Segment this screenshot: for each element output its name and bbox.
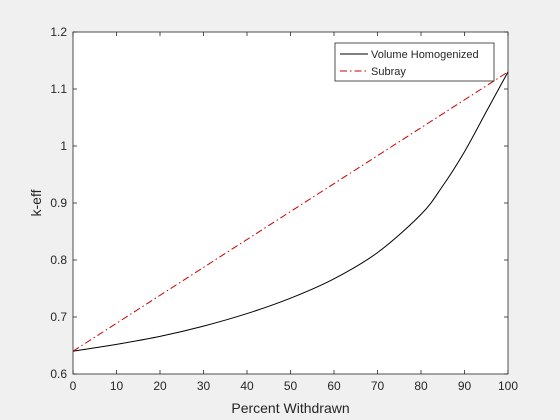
legend-label-volume-homogenized: Volume Homogenized [371,49,479,61]
x-axis-label: Percent Withdrawn [231,400,349,416]
y-tick-label: 0.7 [50,310,67,324]
y-axis-label: k-eff [28,189,44,216]
x-tick-label: 30 [197,379,211,393]
x-tick-label: 80 [414,379,428,393]
series-layer [72,71,509,352]
legend-label-subray: Subray [371,66,406,78]
legend: Volume Homogenized Subray [334,42,495,82]
x-tick-label: 100 [498,379,518,393]
y-tick-label: 1 [60,139,67,153]
y-tick-label: 1.2 [50,25,67,39]
ticks-layer: 0 10 20 30 40 50 60 70 80 90 100 0.6 0.7 0.8 0.9 1 1.1 1.… [50,25,518,393]
x-tick-label: 70 [371,379,385,393]
x-tick-label: 40 [240,379,254,393]
y-tick-label: 0.8 [50,253,67,267]
plot-area [73,32,508,374]
series-line-volume-homogenized [72,71,509,352]
x-tick-label: 10 [110,379,124,393]
y-tick-label: 1.1 [50,82,67,96]
legend-box [334,42,495,82]
y-tick-label: 0.6 [50,367,67,381]
series-line-subray [72,71,509,352]
x-tick-label: 50 [284,379,298,393]
x-tick-label: 60 [327,379,341,393]
x-tick-label: 0 [70,379,77,393]
y-tick-label: 0.9 [50,196,67,210]
x-tick-label: 20 [153,379,167,393]
x-tick-label: 90 [458,379,472,393]
